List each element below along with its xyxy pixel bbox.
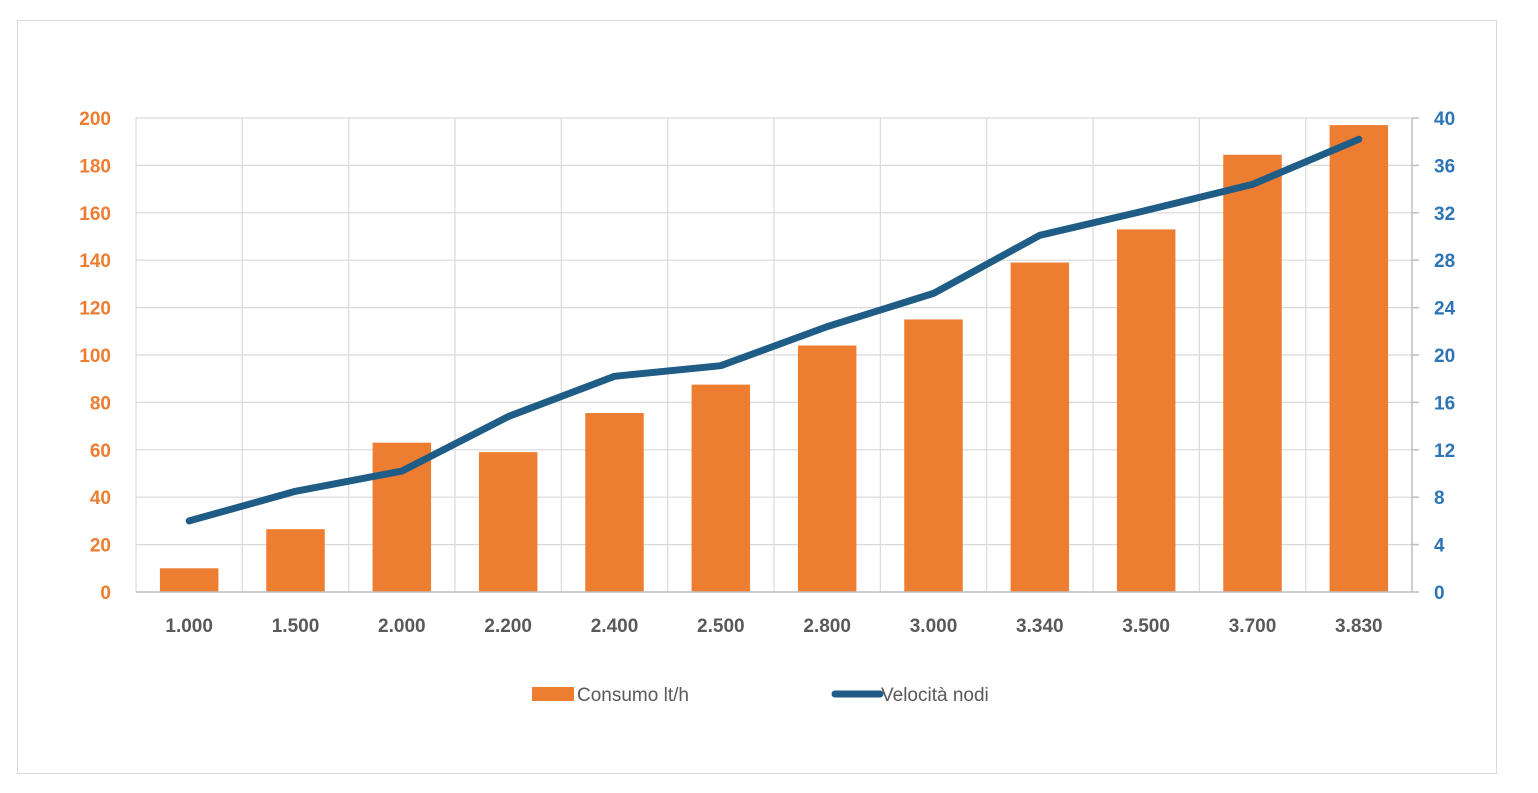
x-tick-label: 2.500 [697,616,745,637]
x-tick-label: 2.000 [378,616,426,637]
left-tick-label: 20 [90,536,111,557]
tick-labels: 0 20 40 60 80 100 120 140 160 180 200 0 4 8 12 16 20 24 28… [79,109,1455,637]
x-tick-label: 3.500 [1122,616,1170,637]
bar-series [159,125,1389,593]
bar-2.800 [797,345,857,592]
chart-frame: 0 20 40 60 80 100 120 140 160 180 200 0 4 8 12 16 20 24 28… [17,20,1497,774]
right-tick-label: 32 [1434,204,1455,225]
left-tick-label: 140 [79,251,111,272]
right-tick-label: 0 [1434,583,1445,604]
legend-swatch-bar [532,687,574,701]
x-tick-label: 3.700 [1229,616,1277,637]
left-tick-label: 80 [90,393,111,414]
line-velocita-nodi [185,135,1363,525]
left-tick-label: 120 [79,299,111,320]
x-tick-label: 3.340 [1016,616,1064,637]
gridlines [135,117,1413,593]
right-tick-label: 16 [1434,393,1455,414]
left-tick-label: 60 [90,441,111,462]
right-tick-label: 20 [1434,346,1455,367]
right-tick-label: 4 [1434,536,1445,557]
x-tick-label: 3.830 [1335,616,1383,637]
bar-1.500 [266,529,325,592]
bar-2.000 [372,442,432,592]
right-tick-label: 8 [1434,488,1445,509]
x-tick-label: 2.400 [591,616,639,637]
legend-label-bar: Consumo lt/h [577,685,689,706]
right-tick-label: 28 [1434,251,1455,272]
axes [136,117,1419,593]
legend: Consumo lt/h Velocità nodi [532,685,989,706]
x-tick-label: 2.800 [803,616,851,637]
bar-2.200 [478,452,538,592]
bar-3.830 [1329,125,1389,593]
right-tick-label: 12 [1434,441,1455,462]
x-tick-label: 1.500 [272,616,320,637]
bar-3.000 [904,319,963,592]
left-tick-label: 160 [79,204,111,225]
combo-chart: 0 20 40 60 80 100 120 140 160 180 200 0 4 8 12 16 20 24 28… [79,109,1455,706]
right-tick-label: 24 [1434,299,1456,320]
left-tick-label: 40 [90,488,111,509]
right-tick-label: 36 [1434,156,1455,177]
x-tick-label: 2.200 [484,616,532,637]
line-series [185,135,1363,525]
left-tick-label: 0 [100,583,111,604]
left-tick-label: 200 [79,109,111,130]
bar-3.700 [1223,154,1282,593]
legend-label-line: Velocità nodi [881,685,989,706]
right-tick-label: 40 [1434,109,1455,130]
bar-2.400 [585,413,644,592]
left-tick-label: 180 [79,156,111,177]
bar-3.340 [1010,262,1070,592]
bar-3.500 [1116,229,1176,592]
bar-1.000 [159,568,219,592]
x-tick-label: 1.000 [165,616,213,637]
left-tick-label: 100 [79,346,111,367]
bar-2.500 [691,384,751,592]
x-tick-label: 3.000 [910,616,958,637]
